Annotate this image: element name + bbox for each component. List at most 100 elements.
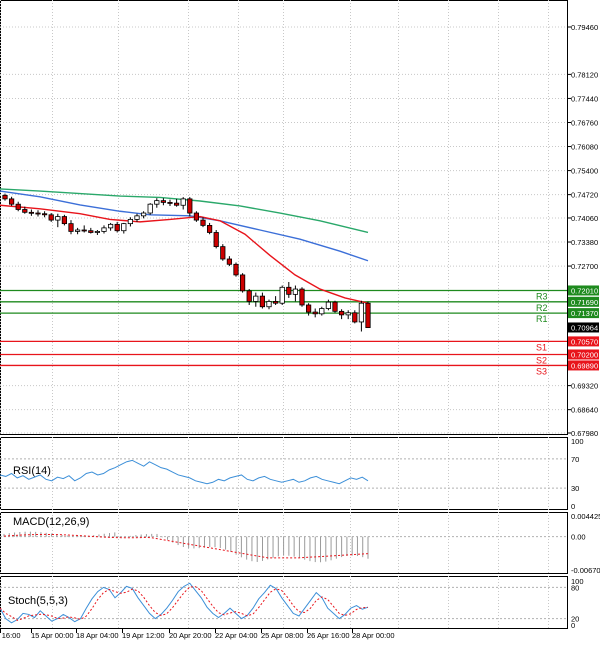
candle-bear — [68, 223, 74, 232]
stoch-d-line — [0, 586, 369, 621]
candle-bull — [292, 288, 299, 295]
rsi-axis-label: 70 — [571, 455, 579, 464]
stoch-axis-label: 20 — [571, 615, 579, 624]
rsi-axis-label: 30 — [571, 484, 579, 493]
candle-bear — [305, 304, 312, 313]
candle-bear — [239, 274, 246, 292]
candle-bear — [114, 223, 120, 232]
candle-bull — [101, 227, 107, 232]
time-label: 15 Apr 00:00 — [31, 631, 74, 640]
candle-bull — [121, 223, 127, 232]
candle-bear — [88, 230, 94, 233]
price-axis: 0.79460 0.78120 0.77440 0.76760 0.76080 0.754… — [567, 23, 598, 438]
candle-bull — [94, 231, 100, 233]
rsi-axis-label: 100 — [571, 437, 584, 446]
candle-bear — [233, 263, 239, 276]
time-label: 19 Apr 12:00 — [122, 631, 165, 640]
level-tag-bg — [568, 296, 599, 307]
candle-bear — [206, 225, 213, 233]
candle-bull — [140, 212, 147, 217]
candle-bear — [8, 198, 15, 205]
time-label: 25 Apr 08:00 — [261, 631, 304, 640]
level-name-r3: R3 — [536, 291, 548, 301]
level-name-s2: S2 — [536, 355, 547, 365]
candle-bear — [213, 232, 219, 248]
candle-bear — [15, 203, 21, 210]
grid-lines — [0, 0, 567, 629]
stoch-axis-label: 0 — [571, 621, 575, 630]
price-label: 0.78120 — [571, 70, 598, 79]
time-label: 20 Apr 20:00 — [169, 631, 212, 640]
candle-bull — [108, 223, 114, 229]
current-price-bg — [568, 322, 599, 333]
time-label: 26 Apr 16:00 — [307, 631, 350, 640]
stoch-axis-label: 100 — [571, 577, 584, 586]
candle-bear — [42, 213, 48, 216]
ma-fast-line — [0, 204, 369, 304]
candle-bull — [147, 203, 153, 214]
price-label: 0.76760 — [571, 118, 598, 127]
rsi-line — [0, 459, 369, 485]
macd-label: MACD(12,26,9) — [13, 516, 90, 528]
candles — [2, 193, 371, 332]
macd-axis-label: 0.004425 — [571, 512, 600, 521]
candle-bear — [61, 216, 68, 225]
candle-bull — [180, 198, 186, 206]
time-label: Apr 16:00 — [0, 631, 21, 640]
level-tag-r3: 0.72010 — [571, 286, 598, 295]
candle-bull — [154, 200, 160, 205]
level-tag-s3: 0.69890 — [571, 361, 598, 370]
candle-bear — [35, 212, 41, 215]
candle-bull — [253, 295, 259, 302]
candle-bear — [246, 290, 252, 302]
ma-slow-line — [0, 188, 369, 234]
macd-panel: 0.004425 0.00 -0.006703 — [0, 512, 600, 575]
level-tag-bg — [568, 360, 599, 371]
level-name-s3: S3 — [536, 366, 547, 376]
time-label: 28 Apr 00:00 — [352, 631, 395, 640]
candle-bear — [200, 219, 206, 226]
candle-bull — [279, 286, 285, 304]
level-tag-r1: 0.71370 — [571, 309, 598, 318]
candle-bear — [28, 211, 35, 214]
level-tag-r2: 0.71690 — [571, 298, 598, 307]
candle-bear — [220, 246, 226, 260]
price-label: 0.73380 — [571, 238, 598, 247]
candle-bull — [345, 312, 351, 316]
candle-bull — [75, 229, 81, 232]
price-label: 0.69320 — [571, 382, 598, 391]
price-label: 0.74060 — [571, 214, 598, 223]
candle-bear — [193, 212, 199, 221]
level-tag-bg — [568, 285, 599, 296]
price-label: 0.75400 — [571, 167, 598, 176]
price-label: 0.68640 — [571, 406, 598, 415]
rsi-axis-label: 0 — [571, 502, 575, 511]
stoch-label: Stoch(5,5,3) — [8, 595, 68, 607]
price-label: 0.72700 — [571, 262, 598, 271]
candle-bull — [55, 216, 61, 221]
candle-bull — [134, 215, 140, 220]
candle-bear — [187, 198, 193, 214]
level-tag-s1: 0.70570 — [571, 337, 598, 346]
candle-bull — [319, 308, 325, 315]
candle-bull — [266, 301, 272, 308]
rsi-label: RSI(14) — [13, 465, 51, 477]
price-label: 0.67980 — [571, 429, 598, 438]
level-tag-bg — [568, 308, 599, 319]
level-name-s1: S1 — [536, 342, 547, 352]
candle-bear — [167, 202, 173, 204]
stoch-k-line — [0, 582, 369, 624]
candle-bull — [127, 218, 133, 225]
candle-bear — [259, 295, 266, 308]
candle-bear — [338, 310, 345, 316]
level-tag-bg — [568, 336, 599, 347]
candle-bull — [325, 301, 332, 309]
price-label: 0.79460 — [571, 23, 598, 32]
price-label: 0.76080 — [571, 143, 598, 152]
level-labels: R3 0.72010 R2 0.71690 R1 0.71370 S1 0.70570 S2 0.… — [536, 285, 599, 376]
macd-axis-label: 0.00 — [571, 533, 586, 542]
candle-bear — [2, 194, 8, 200]
price-label: 0.74720 — [571, 191, 598, 200]
